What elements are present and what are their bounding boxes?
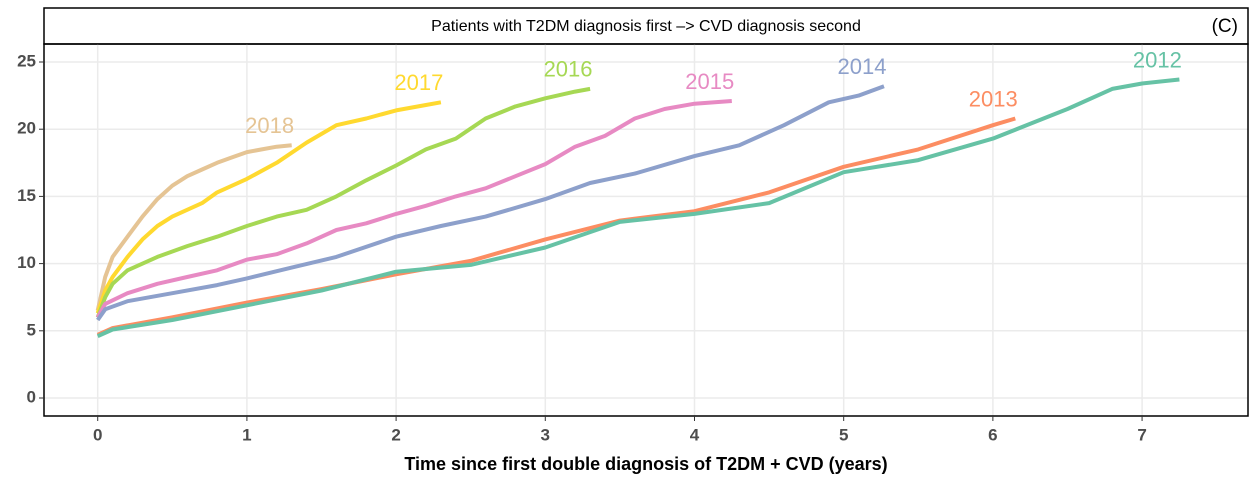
plot-area: 2018 2017 2016 2015 2014 2013 2012 bbox=[44, 44, 1248, 416]
x-axis-title: Time since first double diagnosis of T2D… bbox=[404, 454, 887, 474]
series-line bbox=[96, 116, 1016, 337]
series-label: 2012 bbox=[1133, 47, 1182, 72]
y-tick-label: 25 bbox=[17, 51, 36, 70]
series-line bbox=[95, 99, 732, 319]
series-line bbox=[95, 143, 292, 312]
series-label: 2014 bbox=[837, 54, 886, 79]
y-tick-label: 15 bbox=[17, 186, 36, 205]
series-label: 2016 bbox=[544, 57, 593, 82]
x-tick-label: 0 bbox=[93, 425, 102, 444]
x-tick-label: 1 bbox=[242, 425, 251, 444]
y-tick-label: 5 bbox=[27, 320, 36, 339]
strip bbox=[43, 7, 1249, 45]
y-tick-label: 10 bbox=[17, 253, 36, 272]
panel-label: (C) bbox=[1212, 16, 1238, 37]
series-label: 2015 bbox=[685, 69, 734, 94]
x-tick-label: 2 bbox=[391, 425, 400, 444]
x-tick-label: 6 bbox=[988, 425, 997, 444]
y-tick-label: 0 bbox=[27, 387, 36, 406]
chart-title: Patients with T2DM diagnosis first –> CV… bbox=[431, 18, 861, 35]
y-tick-label: 20 bbox=[17, 119, 36, 138]
series-label: 2018 bbox=[245, 113, 294, 138]
series-line bbox=[95, 100, 442, 314]
x-tick-label: 7 bbox=[1137, 425, 1146, 444]
series-line bbox=[96, 77, 1180, 339]
x-tick-label: 3 bbox=[541, 425, 550, 444]
series-label: 2017 bbox=[394, 70, 443, 95]
x-tick-label: 5 bbox=[839, 425, 848, 444]
panel-border bbox=[43, 43, 1249, 417]
series-label: 2013 bbox=[969, 86, 1018, 111]
x-tick-label: 4 bbox=[690, 425, 700, 444]
series-line bbox=[95, 86, 591, 319]
series-line bbox=[96, 84, 885, 322]
